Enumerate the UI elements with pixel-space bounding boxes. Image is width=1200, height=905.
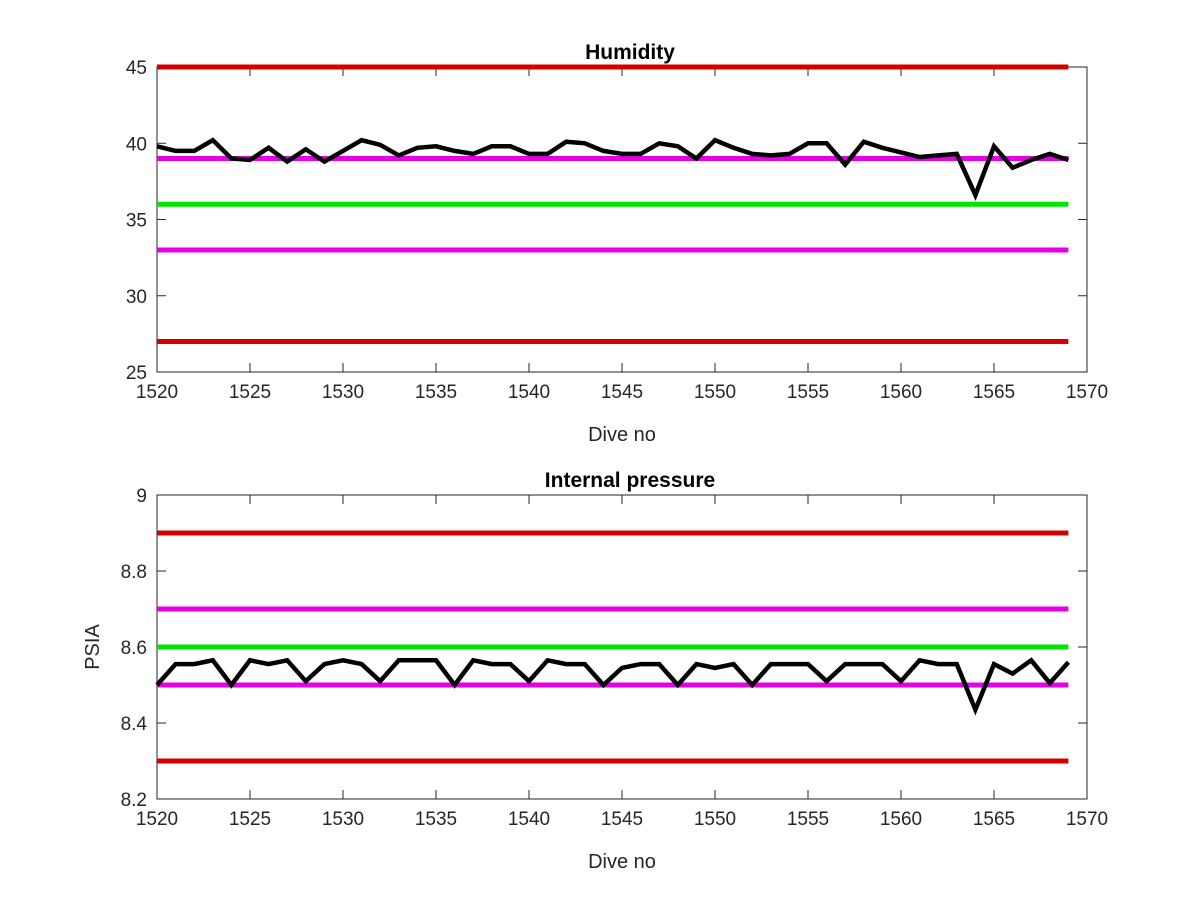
x-tick-label: 1565 (973, 809, 1015, 830)
x-tick-label: 1520 (136, 382, 178, 403)
x-tick-label: 1535 (415, 809, 457, 830)
x-tick-label: 1550 (694, 809, 736, 830)
y-tick-label: 8.6 (121, 638, 147, 659)
x-tick-label: 1525 (229, 809, 271, 830)
y-tick-label: 8.4 (121, 714, 148, 735)
series-line (156, 137, 1070, 201)
x-tick-label: 1560 (880, 809, 922, 830)
series-line (155, 657, 1071, 716)
y-tick-label: 40 (126, 134, 147, 155)
y-axis-label: PSIA (82, 624, 104, 670)
x-tick-label: 1555 (787, 809, 829, 830)
plot-area (156, 66, 1088, 373)
y-tick-label: 35 (126, 211, 147, 232)
x-tick-label: 1550 (694, 382, 736, 403)
chart-title: Internal pressure (545, 469, 715, 492)
x-tick-label: 1570 (1066, 809, 1108, 830)
x-tick-label: 1525 (229, 382, 271, 403)
x-tick-label: 1555 (787, 382, 829, 403)
subplot-1: 1520 1525 1530 1535 1540 1545 1550 1555 1560 1565… (126, 41, 1108, 446)
x-tick-label: 1530 (322, 382, 364, 403)
x-tick-label: 1535 (415, 382, 457, 403)
x-tick-label: 1545 (601, 382, 643, 403)
x-tick-label: 1520 (136, 809, 178, 830)
x-axis-label: Dive no (588, 851, 656, 873)
x-tick-label: 1560 (880, 382, 922, 403)
x-tick-label: 1545 (601, 809, 643, 830)
y-tick-label: 45 (126, 58, 147, 79)
chart-title: Humidity (585, 41, 675, 64)
x-axis-label: Dive no (588, 424, 656, 446)
x-tick-label: 1565 (973, 382, 1015, 403)
y-tick-label: 8.8 (121, 562, 147, 583)
y-tick-label: 8.2 (121, 790, 147, 811)
y-tick-label: 25 (126, 363, 147, 384)
subplot-2: 1520 1525 1530 1535 1540 1545 1550 1555 1560 1565… (82, 469, 1108, 873)
x-tick-label: 1530 (322, 809, 364, 830)
x-tick-label: 1540 (508, 809, 550, 830)
x-tick-label: 1540 (508, 382, 550, 403)
y-tick-label: 9 (136, 486, 147, 507)
x-tick-label: 1570 (1066, 382, 1108, 403)
y-tick-label: 30 (126, 287, 147, 308)
